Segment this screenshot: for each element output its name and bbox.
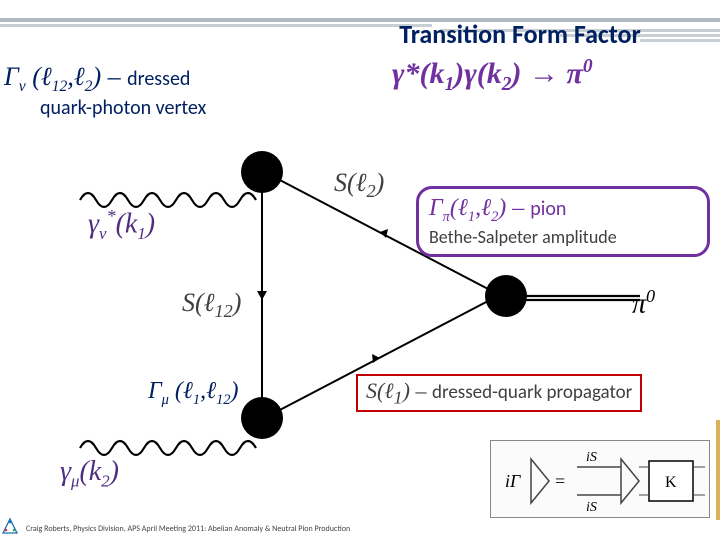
svg-text:=: = <box>555 471 565 491</box>
photon-nu-label: γν*(k1) <box>88 206 155 244</box>
footer-text: Craig Roberts, Physics Division, APS Apr… <box>26 524 350 534</box>
svg-text:iS: iS <box>586 500 597 515</box>
svg-text:K: K <box>665 474 677 491</box>
gamma-pi-callout: Γπ(ℓ1,ℓ2) – pion Bethe-Salpeter amplitud… <box>416 186 710 257</box>
svg-text:iΓ: iΓ <box>505 471 521 491</box>
s-l2-label: S(ℓ2) <box>334 168 384 202</box>
s-l1-label: S(ℓ1) – dressed-quark propagator <box>356 374 642 412</box>
gamma-mu-vertex-label: Γμ (ℓ1,ℓ12) <box>148 378 238 409</box>
pi0-out-label: π0 <box>632 286 655 320</box>
bse-inset: iΓ = iS iS K <box>490 440 710 518</box>
s-l12-label: S(ℓ12) <box>182 288 241 322</box>
right-edge-bar <box>716 420 720 520</box>
photon-mu-label: γμ(k2) <box>60 456 119 492</box>
argonne-logo-icon <box>0 516 20 536</box>
svg-text:iS: iS <box>586 450 597 465</box>
